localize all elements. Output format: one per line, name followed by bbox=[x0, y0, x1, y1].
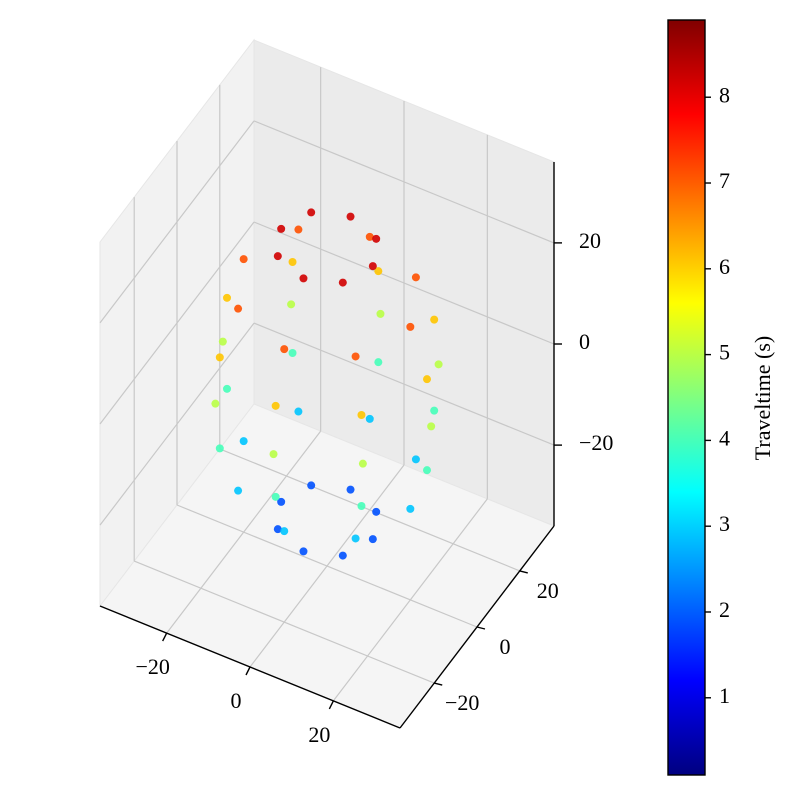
point bbox=[273, 252, 282, 261]
point bbox=[234, 486, 243, 495]
point bbox=[351, 534, 360, 543]
point bbox=[277, 497, 286, 506]
grid-line bbox=[99, 221, 255, 425]
point bbox=[338, 278, 347, 287]
point bbox=[368, 535, 377, 544]
point bbox=[239, 255, 248, 264]
y-tick-label: −20 bbox=[445, 690, 479, 715]
point bbox=[287, 300, 296, 309]
point bbox=[411, 455, 420, 464]
grid-line bbox=[219, 448, 521, 572]
point bbox=[223, 384, 231, 393]
point bbox=[406, 322, 415, 331]
grid-line bbox=[99, 322, 255, 526]
point bbox=[280, 345, 289, 354]
point bbox=[288, 349, 297, 357]
point bbox=[280, 527, 289, 536]
x-tick bbox=[162, 632, 168, 642]
point bbox=[365, 414, 374, 423]
grid-line bbox=[253, 221, 555, 345]
point bbox=[346, 212, 355, 221]
point bbox=[271, 492, 280, 501]
point bbox=[234, 304, 243, 313]
point bbox=[374, 358, 383, 367]
x-tick bbox=[245, 666, 251, 676]
point bbox=[430, 406, 439, 415]
point bbox=[239, 437, 248, 446]
point bbox=[357, 502, 366, 510]
colorbar-tick-label: 6 bbox=[719, 254, 730, 279]
point bbox=[346, 485, 355, 494]
colorbar-tick-label: 1 bbox=[719, 683, 730, 708]
point bbox=[271, 401, 280, 410]
y-axis-line bbox=[399, 525, 555, 729]
z-tick-label: −20 bbox=[579, 430, 613, 455]
point bbox=[307, 208, 316, 217]
point bbox=[288, 258, 297, 266]
point bbox=[294, 407, 303, 416]
y-tick bbox=[476, 626, 486, 630]
y-tick bbox=[519, 570, 528, 574]
x-tick-label: −20 bbox=[135, 654, 169, 679]
point bbox=[411, 273, 420, 282]
point bbox=[358, 459, 367, 468]
point bbox=[372, 507, 381, 516]
x-tick bbox=[328, 700, 334, 710]
colorbar-tick-label: 7 bbox=[719, 168, 730, 193]
grid-line bbox=[253, 322, 555, 446]
colorbar-tick-label: 8 bbox=[719, 82, 730, 107]
colorbar-tick-label: 2 bbox=[719, 597, 730, 622]
y-tick bbox=[434, 682, 443, 686]
point bbox=[211, 399, 220, 408]
x-axis-line bbox=[99, 605, 401, 729]
point bbox=[365, 232, 374, 241]
point bbox=[427, 422, 436, 431]
point bbox=[215, 353, 224, 362]
point bbox=[307, 481, 316, 490]
point bbox=[215, 444, 224, 453]
point bbox=[374, 267, 383, 276]
point bbox=[269, 450, 278, 459]
grid-line bbox=[253, 120, 555, 244]
point bbox=[430, 315, 439, 324]
z-tick-label: 0 bbox=[579, 329, 590, 354]
point bbox=[294, 225, 303, 234]
colorbar bbox=[667, 19, 706, 776]
y-tick-label: 20 bbox=[537, 578, 559, 603]
point bbox=[434, 360, 443, 369]
colorbar-tick-label: 5 bbox=[719, 340, 730, 365]
point bbox=[372, 234, 381, 243]
point bbox=[357, 411, 366, 419]
grid-line bbox=[133, 560, 435, 684]
x-tick-label: 20 bbox=[308, 722, 330, 747]
point bbox=[299, 274, 308, 283]
point bbox=[351, 352, 360, 361]
point bbox=[423, 466, 431, 475]
point bbox=[368, 262, 377, 271]
x-tick-label: 0 bbox=[231, 688, 242, 713]
colorbar-label: Traveltime (s) bbox=[750, 336, 775, 460]
point bbox=[223, 293, 231, 302]
point bbox=[277, 224, 286, 233]
point bbox=[299, 547, 308, 556]
y-tick-label: 0 bbox=[500, 634, 511, 659]
point bbox=[376, 309, 385, 318]
point bbox=[338, 551, 347, 560]
colorbar-tick-label: 4 bbox=[719, 425, 730, 450]
point bbox=[218, 337, 227, 346]
grid-line bbox=[99, 120, 255, 324]
point bbox=[406, 504, 415, 513]
point bbox=[423, 375, 431, 384]
grid-line bbox=[176, 504, 478, 628]
colorbar-tick-label: 3 bbox=[719, 511, 730, 536]
point bbox=[273, 525, 282, 534]
z-tick-label: 20 bbox=[579, 228, 601, 253]
